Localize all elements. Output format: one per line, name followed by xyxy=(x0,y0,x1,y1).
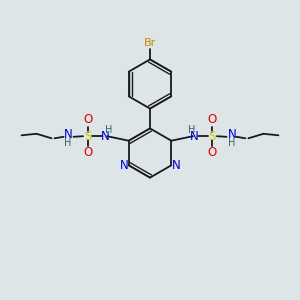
Text: S: S xyxy=(209,130,216,143)
Text: N: N xyxy=(190,130,199,143)
Text: Br: Br xyxy=(144,38,156,48)
Text: O: O xyxy=(83,113,92,126)
Text: H: H xyxy=(188,124,195,135)
Text: N: N xyxy=(120,159,129,172)
Text: S: S xyxy=(84,130,91,143)
Text: O: O xyxy=(208,113,217,126)
Text: N: N xyxy=(64,128,73,141)
Text: O: O xyxy=(208,146,217,160)
Text: N: N xyxy=(101,130,110,143)
Text: O: O xyxy=(83,146,92,160)
Text: N: N xyxy=(227,128,236,141)
Text: H: H xyxy=(64,138,72,148)
Text: N: N xyxy=(171,159,180,172)
Text: H: H xyxy=(228,138,236,148)
Text: H: H xyxy=(105,124,112,135)
